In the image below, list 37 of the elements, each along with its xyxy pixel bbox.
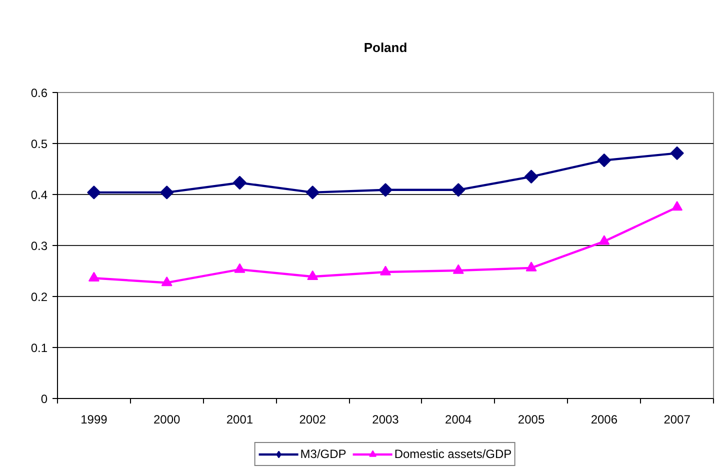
y-tick-label: 0.1: [30, 341, 48, 355]
y-tick-label: 0.5: [30, 137, 48, 151]
point: [380, 266, 391, 276]
point: [306, 186, 320, 200]
point: [161, 276, 172, 286]
point: [87, 186, 101, 200]
x-tick-label: 2001: [226, 412, 254, 426]
x-tick-label: 2003: [372, 412, 400, 426]
x-tick-label: 2006: [590, 412, 618, 426]
x-tick-label: 2007: [664, 412, 691, 426]
y-tick-label: 0.6: [30, 86, 48, 100]
legend-label: M3/GDP: [300, 446, 346, 462]
point: [452, 264, 464, 274]
point: [452, 183, 466, 197]
y-tick-label: 0.3: [30, 239, 48, 253]
x-tick-label: 2000: [153, 412, 181, 426]
y-tick-label: 0: [40, 392, 48, 406]
point: [88, 272, 100, 282]
x-tick-label: 2005: [518, 412, 545, 426]
x-tick-label: 1999: [80, 412, 108, 426]
x-tick-label: 2002: [299, 412, 326, 426]
y-tick-label: 0.2: [30, 290, 48, 304]
legend-label: Domestic assets/GDP: [394, 446, 512, 462]
point: [234, 263, 246, 273]
point: [160, 186, 174, 200]
chart-title: Poland: [364, 40, 408, 55]
point: [598, 235, 610, 245]
y-tick-label: 0.4: [30, 188, 48, 202]
point: [524, 170, 538, 184]
point: [307, 270, 318, 280]
point: [597, 153, 612, 168]
point: [526, 262, 537, 272]
x-tick-label: 2004: [445, 412, 472, 426]
point: [378, 183, 392, 197]
point: [232, 176, 247, 190]
point: [672, 200, 683, 211]
point: [670, 146, 684, 160]
